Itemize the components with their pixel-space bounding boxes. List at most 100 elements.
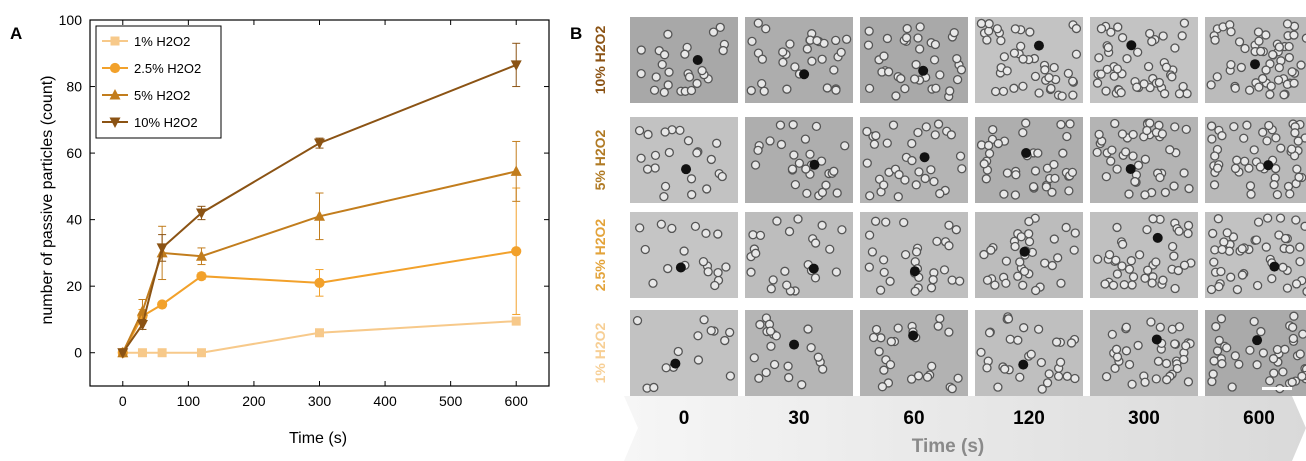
data-point [314,277,325,288]
data-point [137,348,147,358]
micrograph-grid-panel: B 0 30 60 120 300 600 Time (s) 10% H2O2 5% H2O… [570,0,1306,461]
y-tick-label: 100 [59,12,83,28]
data-point [157,348,167,358]
y-tick-label: 40 [66,212,82,228]
legend: 1% H2O2 2.5% H2O2 5% H2O2 10% H2O2 [95,25,222,139]
x-tick-label: 600 [505,393,529,409]
time-label: 60 [903,408,925,429]
particle-image [1206,213,1306,297]
time-label: 0 [678,408,690,429]
particle-image [1207,311,1306,394]
particle-image [746,18,852,96]
micrograph-tile [1205,17,1306,103]
row-label: 1% H2O2 [592,322,608,384]
micrograph-tile [975,117,1083,203]
y-tick-label: 60 [66,145,82,161]
particle-image [746,214,847,296]
micrograph-tile [630,212,738,298]
particle-image [750,120,850,201]
time-label: 120 [1013,408,1045,429]
panel-a-label: A [10,24,23,43]
particle-image [749,313,828,390]
time-axis-title: Time (s) [911,436,985,457]
legend-label: 5% H2O2 [134,88,190,103]
legend-swatch-marker [109,117,121,128]
time-label: 600 [1243,408,1275,429]
micrograph-tile [860,310,968,396]
micrograph-tile [860,17,968,103]
data-point [156,243,168,254]
micrograph-tile [630,17,738,103]
x-tick-label: 100 [177,393,201,409]
micrograph-tile [1090,117,1198,203]
data-point [196,271,207,282]
particle-image [635,219,731,291]
data-point [511,246,522,257]
y-tick-label: 20 [66,278,82,294]
micrograph-tile [745,17,853,103]
particle-image [976,18,1082,101]
micrograph-tile [1205,117,1306,203]
row-label: 10% H2O2 [592,25,608,95]
panel-b-label: B [570,24,583,43]
data-point [314,210,325,221]
scale-bar [1262,387,1292,390]
row-label: 5% H2O2 [592,129,608,191]
row-label: 2.5% H2O2 [592,218,608,292]
particle-image [632,315,736,393]
particle-image [863,22,967,102]
x-tick-label: 500 [439,393,463,409]
data-point [510,60,522,71]
particle-image [864,216,965,296]
micrograph-tile [975,17,1083,103]
y-axis-title: number of passive particles (count) [39,76,56,325]
data-point [510,165,522,176]
x-tick-label: 0 [119,393,127,409]
legend-swatch-marker [109,62,121,74]
time-label: 30 [788,408,810,429]
particle-image [1101,317,1195,389]
data-point [195,250,207,261]
micrograph-tile [1090,212,1198,298]
data-point [195,208,207,219]
micrograph-tile [745,212,853,298]
series-3 [117,42,522,359]
particle-image [862,119,967,202]
series-line [121,250,517,354]
micrograph-tile [860,117,968,203]
x-axis-title: Time (s) [289,430,347,447]
micrograph-tile [1090,17,1198,103]
series-line [121,170,517,354]
particle-image [636,22,730,98]
legend-label: 1% H2O2 [134,34,190,49]
particle-image [976,312,1080,394]
data-point [196,348,206,358]
legend-label: 2.5% H2O2 [134,61,201,76]
particle-image [1092,118,1194,200]
data-point [117,348,129,359]
micrograph-tile [630,117,738,203]
micrograph-tile [745,310,853,396]
particle-image [1206,119,1306,200]
data-point [157,299,168,310]
series-0 [118,316,521,358]
particle-image [976,118,1078,200]
particle-image [1092,214,1196,294]
y-tick-label: 0 [74,345,82,361]
data-point [315,328,324,338]
micrograph-tile [1090,310,1198,396]
y-tick-label: 80 [66,79,82,95]
time-label: 300 [1128,408,1160,429]
time-arrow [624,396,1306,461]
micrograph-tile [975,310,1083,396]
micrograph-tile [860,212,968,298]
particle-image [979,213,1080,296]
micrograph-tile [630,310,738,396]
data-point [511,316,521,326]
x-tick-label: 200 [242,393,266,409]
data-point [136,319,148,331]
micrograph-tile [975,212,1083,298]
data-point [314,138,325,150]
particle-image [634,125,727,202]
particle-image [1206,19,1306,100]
